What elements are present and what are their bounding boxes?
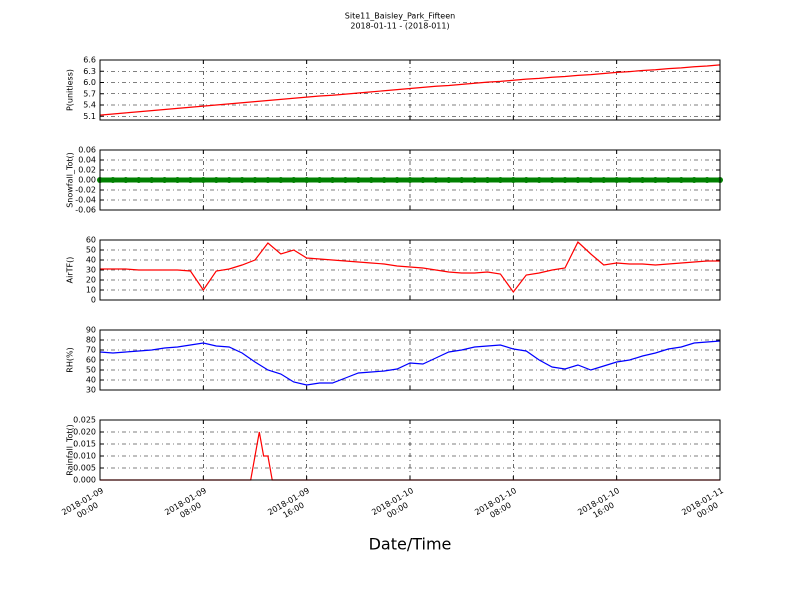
chart-title: Site11_Baisley_Park_Fifteen [345, 12, 455, 21]
y-tick-label: 50 [86, 366, 96, 375]
y-tick-label: 70 [86, 346, 96, 355]
y-tick-label: 0.020 [73, 428, 96, 437]
y-axis-label: P(unitless) [66, 69, 75, 111]
data-point [122, 177, 129, 183]
plot-frame [99, 329, 721, 391]
data-point [613, 177, 620, 183]
y-tick-label: 0.015 [73, 440, 96, 449]
y-tick-label: 40 [86, 376, 96, 385]
y-tick-label: 6.3 [83, 67, 96, 76]
data-point [277, 177, 284, 183]
data-point [484, 177, 491, 183]
data-point [213, 177, 220, 183]
data-point [381, 177, 388, 183]
data-point [445, 177, 452, 183]
data-point [574, 177, 581, 183]
data-point [471, 177, 478, 183]
data-point [523, 177, 530, 183]
data-point [290, 177, 297, 183]
data-point [652, 177, 659, 183]
plot-frame [99, 239, 721, 301]
chart-subtitle: 2018-01-11 - (2018-011) [350, 22, 449, 31]
y-axis-label: RH(%) [66, 347, 75, 372]
y-tick-label: 30 [86, 266, 96, 275]
data-point [587, 177, 594, 183]
plot-frame [99, 419, 721, 481]
y-tick-label: -0.02 [75, 186, 96, 195]
data-point [626, 177, 633, 183]
y-tick-label: 0.005 [73, 464, 96, 473]
data-line [100, 431, 720, 481]
y-tick-label: -0.06 [75, 206, 96, 215]
data-point [691, 177, 698, 183]
y-tick-label: 5.4 [83, 101, 96, 110]
plot-frame [99, 149, 721, 211]
y-tick-label: 5.7 [83, 89, 96, 98]
data-point [432, 177, 439, 183]
data-point [536, 177, 543, 183]
x-axis-label: Date/Time [369, 535, 452, 554]
data-point [600, 177, 607, 183]
y-tick-label: 0.025 [73, 416, 96, 425]
y-tick-label: 80 [86, 336, 96, 345]
data-point [639, 177, 646, 183]
y-tick-label: -0.04 [75, 196, 96, 205]
data-line [100, 241, 720, 294]
data-point [419, 177, 426, 183]
data-line [99, 64, 721, 116]
y-tick-label: 6.0 [83, 78, 96, 87]
y-axis-label: Snowfall_Tot() [66, 152, 75, 208]
y-axis-label: Rainfall_Tot() [66, 424, 75, 476]
data-line [99, 340, 721, 386]
data-point [665, 177, 672, 183]
y-tick-label: 40 [86, 256, 96, 265]
y-tick-label: 60 [86, 356, 96, 365]
data-point [226, 177, 233, 183]
y-tick-label: 0.000 [73, 476, 96, 485]
plot-frame [99, 59, 721, 121]
y-axis-label: AirTF() [66, 257, 75, 284]
data-point [329, 177, 336, 183]
y-tick-label: 10 [86, 286, 96, 295]
data-point [355, 177, 362, 183]
data-point [252, 177, 258, 183]
data-point [316, 177, 323, 183]
data-point [174, 177, 181, 183]
data-point [342, 177, 349, 183]
y-tick-label: 50 [86, 246, 96, 255]
data-point [549, 177, 556, 183]
data-point [109, 177, 116, 183]
data-point [161, 177, 168, 183]
data-point [187, 177, 194, 183]
data-point [148, 177, 155, 183]
data-point [368, 177, 375, 183]
data-point [458, 177, 465, 183]
y-tick-label: 5.1 [83, 112, 96, 121]
data-point [135, 177, 142, 183]
y-tick-label: 30 [86, 386, 96, 395]
y-tick-label: 0 [91, 296, 96, 305]
data-point [678, 177, 685, 183]
y-tick-label: 0.02 [78, 166, 96, 175]
y-tick-label: 60 [86, 236, 96, 245]
data-point [497, 177, 504, 183]
y-tick-label: 90 [86, 326, 96, 335]
y-tick-label: 0.00 [78, 176, 96, 185]
data-point [394, 177, 401, 183]
y-tick-label: 0.04 [78, 156, 96, 165]
y-tick-label: 20 [86, 276, 96, 285]
data-point [303, 177, 310, 183]
data-point [264, 177, 271, 183]
y-tick-label: 0.010 [73, 452, 96, 461]
data-point [704, 177, 711, 183]
data-point [200, 177, 207, 183]
data-point [562, 177, 568, 183]
data-point [407, 177, 413, 183]
data-point [510, 177, 517, 183]
y-tick-label: 6.6 [83, 56, 96, 65]
y-tick-label: 0.06 [78, 146, 96, 155]
data-point [239, 177, 246, 183]
